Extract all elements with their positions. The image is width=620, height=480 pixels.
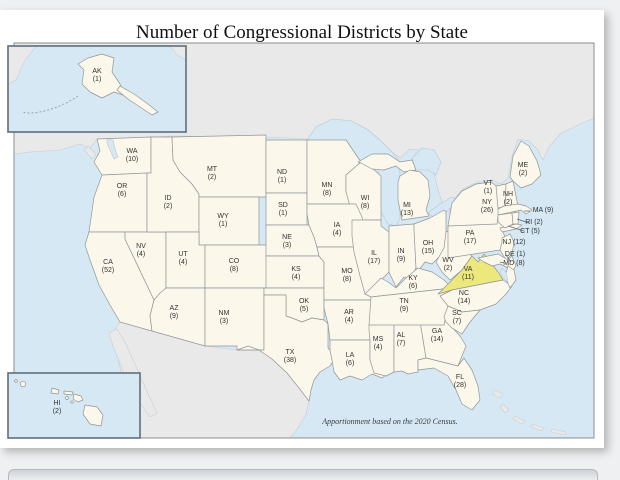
state-label-or: OR (6) [116, 183, 128, 198]
state-label-nh: NH (2) [502, 191, 514, 206]
state-hi [14, 379, 104, 427]
attribution-note: Apportionment based on the 2020 Census. [322, 417, 458, 426]
state-fl [417, 357, 481, 411]
state-label-wa: WA (10) [125, 148, 139, 163]
state-label-la: LA (6) [345, 352, 355, 367]
state-mi [397, 169, 431, 221]
state-label-ia: IA (4) [332, 222, 342, 237]
state-label-mn: MN (8) [321, 182, 333, 197]
state-label-ri: RI (2) [525, 219, 543, 226]
state-label-sd: SD (1) [278, 202, 288, 217]
state-label-nj: NJ (12) [502, 239, 526, 246]
hawaii-inset-frame [7, 372, 141, 439]
state-ri [511, 211, 520, 225]
state-ma [497, 203, 533, 216]
state-label-mi: MI (13) [400, 202, 414, 217]
state-label-fl: FL (28) [453, 374, 467, 389]
state-label-hi: HI (2) [52, 400, 62, 415]
state-label-oh: OH (15) [421, 240, 435, 255]
state-label-nv: NV (4) [136, 243, 146, 258]
lake-huron [411, 147, 442, 176]
state-label-id: ID (2) [163, 195, 173, 210]
state-label-ok: OK (5) [298, 298, 310, 313]
state-tx [236, 294, 337, 402]
state-label-co: CO (8) [228, 258, 240, 273]
main-map-group [14, 43, 594, 438]
chesapeake-bay [499, 267, 509, 283]
state-md [477, 253, 509, 269]
canada-corner [169, 46, 186, 61]
state-label-ga: GA (14) [430, 328, 444, 343]
state-label-tn: TN (9) [399, 298, 409, 313]
state-label-il: IL (17) [367, 250, 381, 265]
state-label-va: VA (11) [462, 266, 474, 281]
state-label-wi: WI (8) [360, 195, 370, 210]
russia-landmass [8, 46, 37, 85]
vancouver-island [83, 145, 97, 160]
state-label-ak: AK (1) [92, 68, 102, 83]
state-label-tx: TX (38) [283, 349, 297, 364]
caribbean-islands [491, 389, 567, 436]
map-frame [13, 42, 595, 439]
state-label-nm: NM (3) [218, 310, 230, 325]
state-label-de: DE (1) [504, 251, 526, 258]
state-label-nd: ND (1) [276, 169, 288, 184]
aleutian-islands [21, 95, 79, 114]
state-oh [413, 209, 447, 271]
label-leader-lines [499, 210, 530, 264]
state-label-ny: NY (26) [480, 199, 494, 214]
state-ak [77, 53, 127, 99]
state-label-mt: MT (2) [206, 166, 218, 181]
states-layer [84, 134, 542, 411]
state-label-ne: NE (3) [282, 234, 292, 249]
state-label-ct: CT (5) [520, 228, 540, 235]
state-label-in: IN (9) [396, 248, 406, 263]
state-label-vt: VT (1) [483, 180, 493, 195]
state-label-ca: CA (52) [101, 259, 115, 274]
state-label-ky: KY (6) [408, 275, 418, 290]
state-nj [499, 233, 515, 261]
state-label-wy: WY (1) [217, 213, 229, 228]
state-label-sc: SC (7) [452, 310, 462, 325]
state-label-wv: WV (2) [442, 257, 454, 272]
state-label-ar: AR (4) [344, 309, 354, 324]
puget-sound [106, 138, 119, 160]
state-label-az: AZ (9) [169, 305, 179, 320]
state-label-ma: MA (9) [532, 207, 554, 214]
state-label-ks: KS (4) [291, 266, 301, 281]
alaska-inset-frame [7, 45, 187, 133]
next-page-edge [8, 469, 598, 480]
map-title: Number of Congressional Districts by Sta… [136, 22, 468, 43]
state-sc [443, 305, 481, 335]
state-label-ms: MS (4) [372, 336, 384, 351]
alaska-panhandle [116, 85, 159, 116]
state-me [509, 140, 542, 189]
state-label-md: MD (8) [503, 260, 525, 267]
state-label-me: ME (2) [517, 162, 529, 177]
hawaii-inset-group [8, 373, 140, 438]
state-label-ut: UT (4) [178, 251, 188, 266]
long-island [499, 223, 523, 233]
state-label-nc: NC (14) [457, 290, 471, 305]
state-label-mo: MO (8) [341, 268, 353, 283]
state-label-al: AL (7) [396, 332, 406, 347]
state-tn [368, 287, 453, 326]
state-label-pa: PA (17) [463, 230, 477, 245]
alaska-inset-group [8, 46, 186, 132]
